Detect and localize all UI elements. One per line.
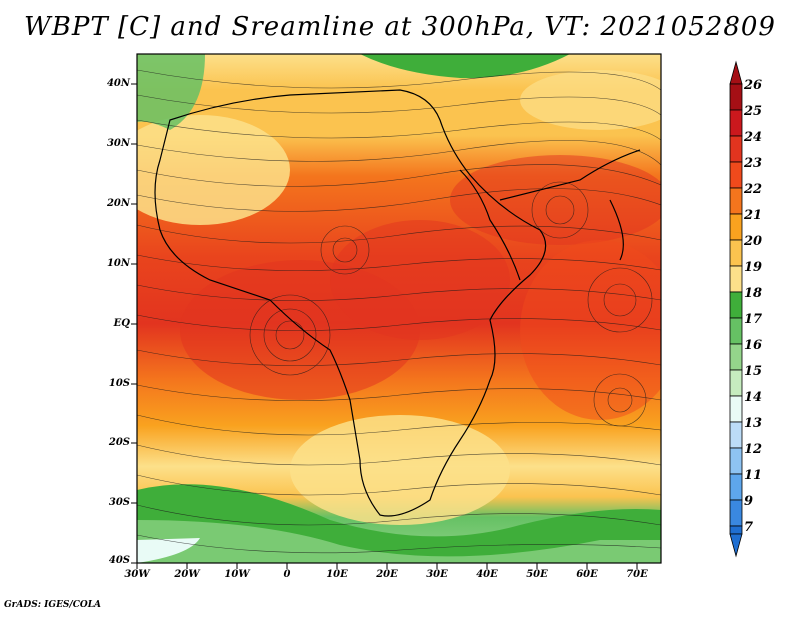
lat-label-40s: 40S (108, 555, 130, 566)
colorbar-label-20: 20 (744, 234, 763, 249)
colorbar-swatch-24 (729, 135, 743, 163)
colorbar-label-11: 11 (744, 468, 763, 483)
lat-label-30n: 30N (106, 138, 130, 149)
grads-credit: GrADS: IGES/COLA (4, 600, 102, 610)
colorbar-label-7: 7 (744, 520, 754, 535)
colorbar-label-25: 25 (744, 104, 763, 119)
colorbar-label-9: 9 (744, 494, 754, 509)
colorbar-swatch-25 (729, 109, 743, 137)
lat-label-20n: 20N (106, 198, 130, 209)
lat-label-eq: EQ (113, 318, 130, 329)
colorbar-swatch-23 (729, 161, 743, 189)
colorbar-label-21: 21 (744, 208, 763, 223)
lon-label-0: 0 (283, 569, 291, 580)
lat-label-20s: 20S (108, 437, 130, 448)
colorbar-swatch-21 (729, 213, 743, 241)
colorbar-label-24: 24 (744, 130, 763, 145)
colorbar-swatch-7 (729, 525, 743, 535)
colorbar-label-16: 16 (744, 338, 763, 353)
wbpt-field (137, 54, 661, 563)
lon-label-40e: 40E (476, 569, 498, 580)
lon-label-60e: 60E (576, 569, 598, 580)
colorbar (729, 60, 743, 558)
lon-label-70e: 70E (626, 569, 648, 580)
lat-ticks (131, 83, 137, 564)
colorbar-swatch-11 (729, 473, 743, 501)
colorbar-label-19: 19 (744, 260, 763, 275)
lat-label-40n: 40N (106, 78, 130, 89)
lat-label-10s: 10S (108, 378, 130, 389)
lon-label-50e: 50E (526, 569, 548, 580)
lon-label-20e: 20E (376, 569, 398, 580)
colorbar-label-13: 13 (744, 416, 763, 431)
colorbar-swatch-19 (729, 265, 743, 293)
lon-label-30e: 30E (426, 569, 448, 580)
lon-label-20w: 20W (174, 569, 200, 580)
colorbar-top-arrow (729, 60, 743, 85)
colorbar-swatch-18 (729, 291, 743, 319)
colorbar-label-17: 17 (744, 312, 763, 327)
map-frame (136, 53, 662, 564)
chart-title: WBPT [C] and Sreamline at 300hPa, VT: 20… (24, 12, 776, 42)
lon-label-10w: 10W (224, 569, 250, 580)
colorbar-swatch-17 (729, 317, 743, 345)
colorbar-label-18: 18 (744, 286, 763, 301)
colorbar-swatch-22 (729, 187, 743, 215)
colorbar-swatch-12 (729, 447, 743, 475)
lon-ticks (136, 563, 638, 569)
colorbar-label-23: 23 (744, 156, 763, 171)
coastlines (154, 89, 641, 517)
colorbar-label-22: 22 (744, 182, 763, 197)
lon-label-10e: 10E (326, 569, 348, 580)
colorbar-swatch-20 (729, 239, 743, 267)
colorbar-swatch-15 (729, 369, 743, 397)
colorbar-bottom-arrow (729, 533, 743, 558)
lon-label-30w: 30W (124, 569, 150, 580)
colorbar-label-15: 15 (744, 364, 763, 379)
colorbar-swatch-16 (729, 343, 743, 371)
colorbar-swatch-13 (729, 421, 743, 449)
lat-label-10n: 10N (106, 258, 130, 269)
colorbar-swatch-14 (729, 395, 743, 423)
colorbar-swatch-9 (729, 499, 743, 527)
colorbar-label-12: 12 (744, 442, 763, 457)
colorbar-label-14: 14 (744, 390, 763, 405)
colorbar-label-26: 26 (744, 78, 763, 93)
lat-label-30s: 30S (108, 497, 130, 508)
colorbar-swatch-26 (729, 83, 743, 111)
